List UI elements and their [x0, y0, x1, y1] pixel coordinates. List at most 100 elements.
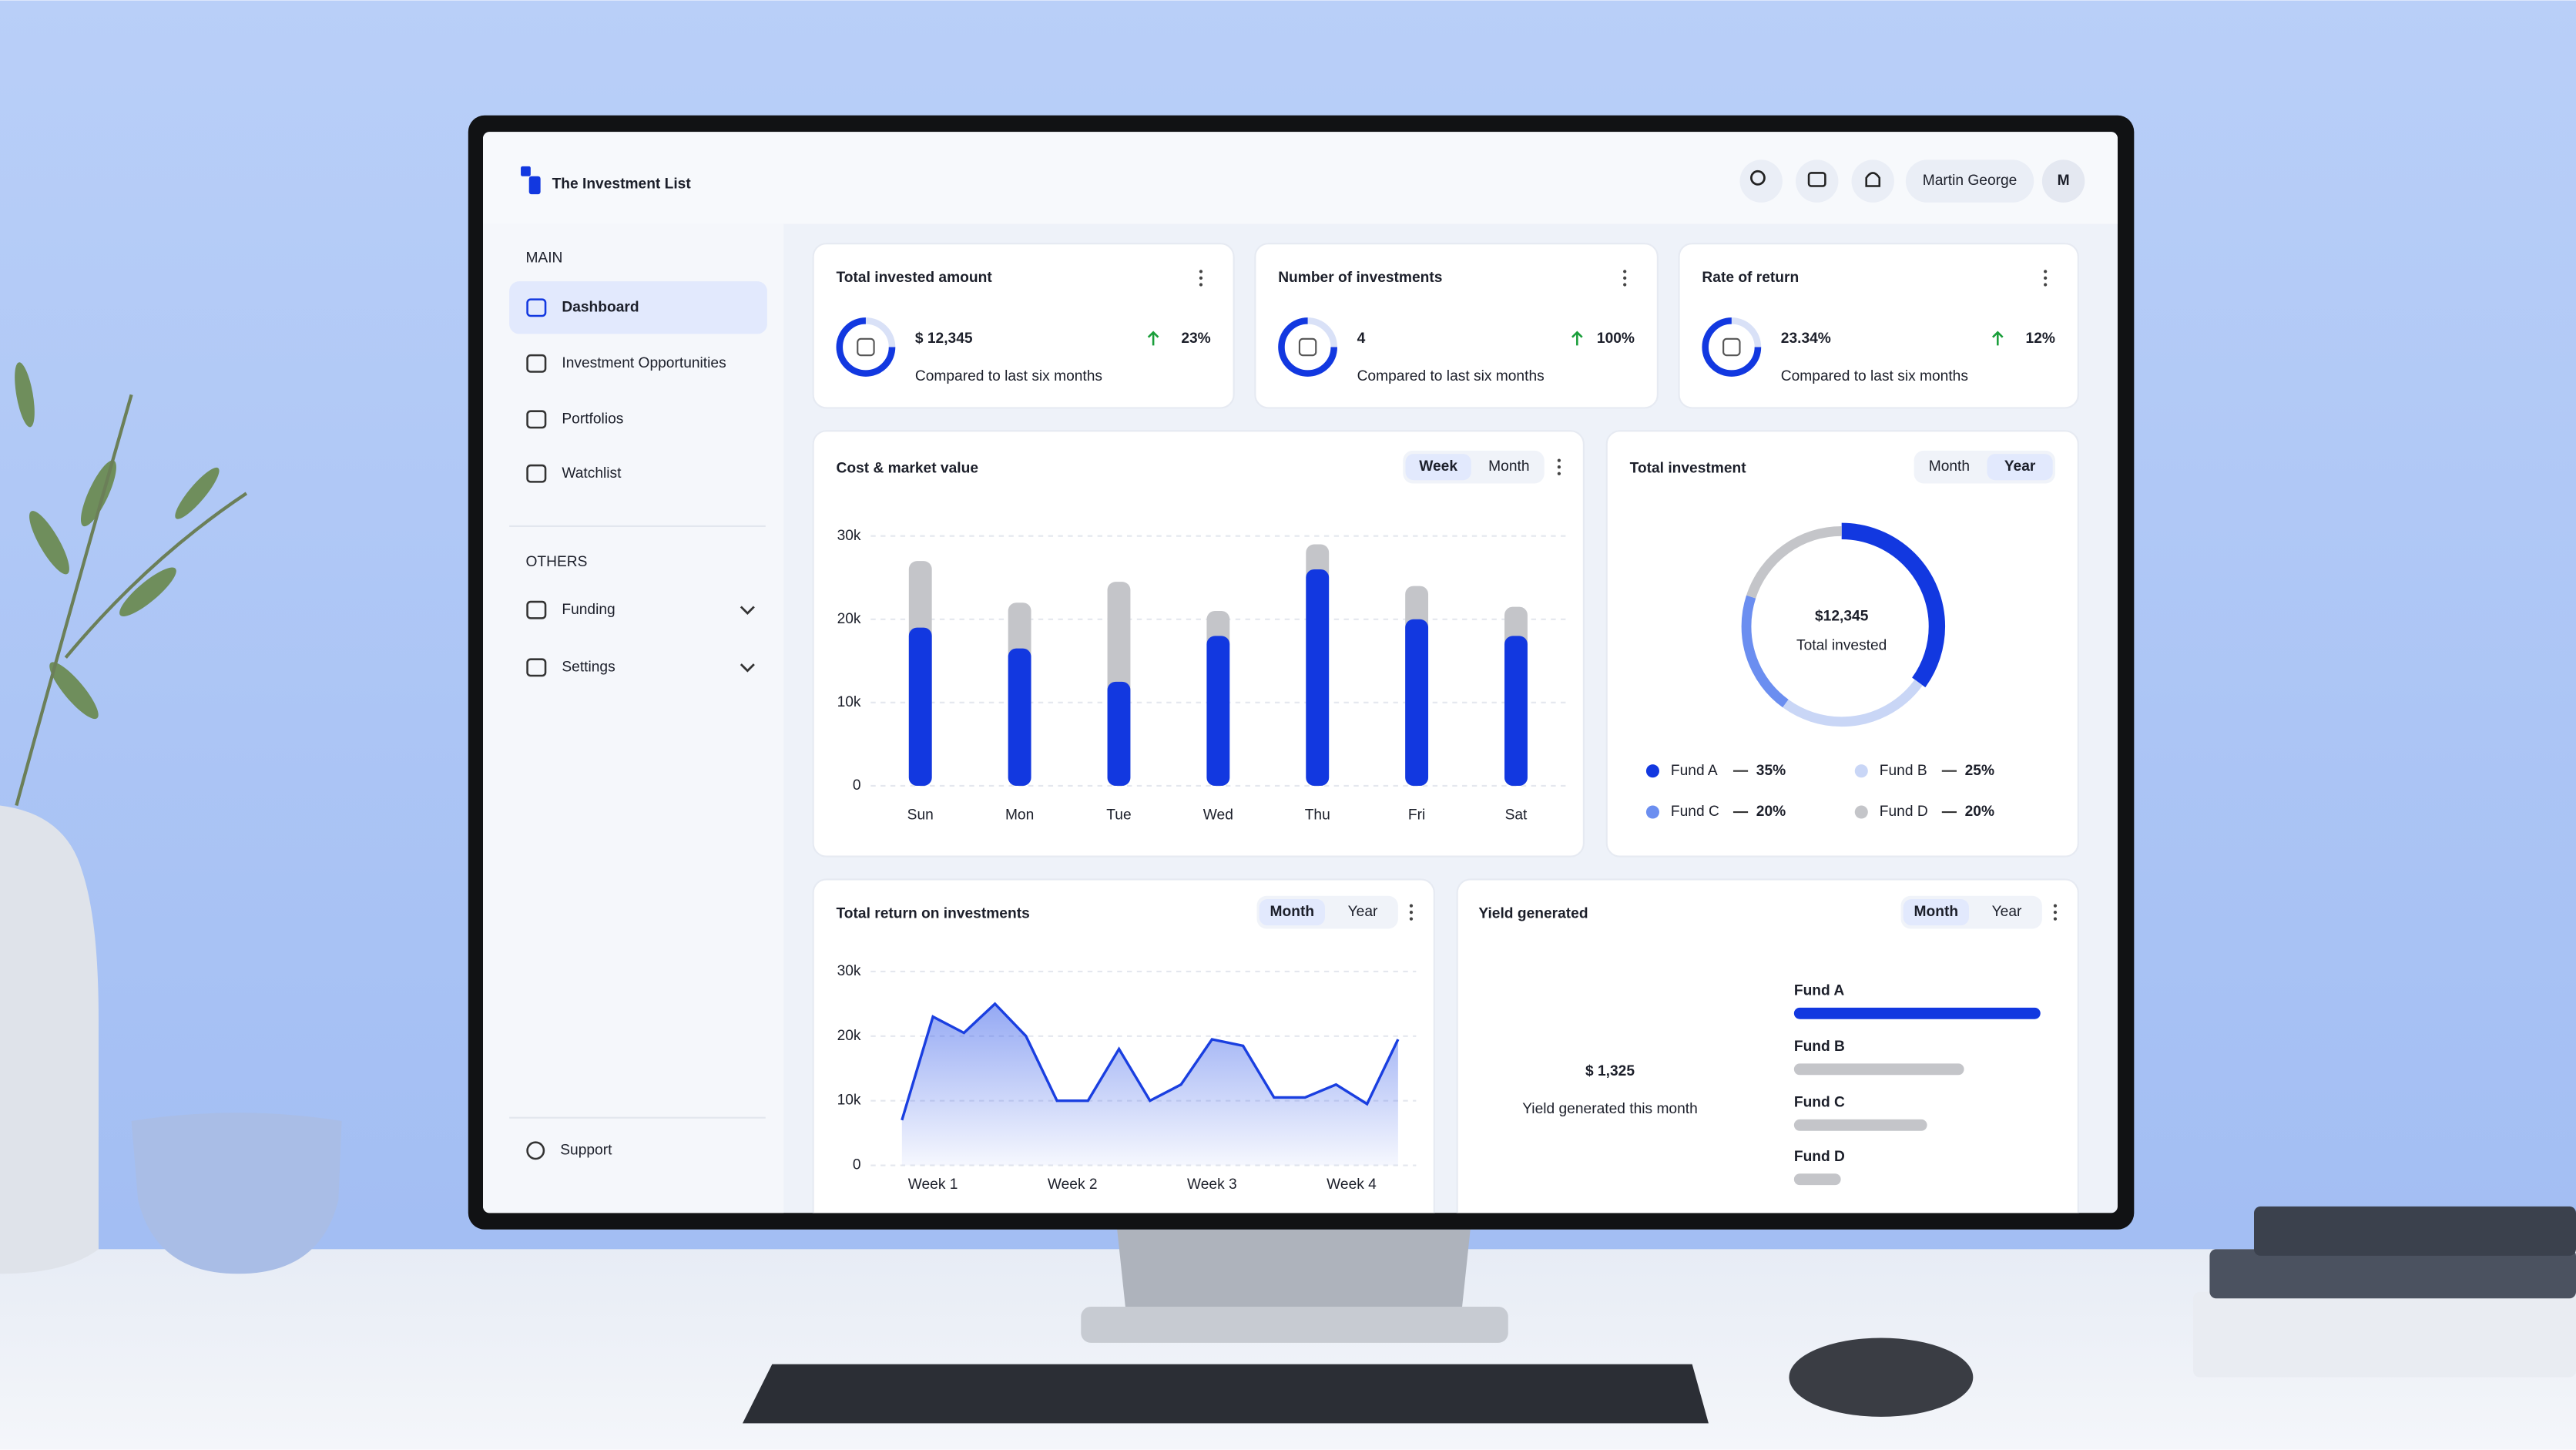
menu-dot: [1557, 465, 1561, 469]
stat-note: Compared to last six months: [1357, 368, 1545, 384]
bar-label: Fund A: [1794, 983, 1845, 999]
legend-value: 25%: [1965, 763, 1994, 779]
stem: [15, 394, 248, 807]
card: [1678, 243, 2079, 409]
plant: [15, 362, 248, 807]
leaf: [15, 362, 35, 428]
tab[interactable]: Week: [1419, 458, 1457, 475]
legend-label: Fund C: [1671, 804, 1719, 820]
nav-item[interactable]: Support: [560, 1142, 612, 1158]
nav-icon: [526, 1141, 545, 1160]
card-title: Total invested amount: [837, 270, 993, 286]
x-tick-label: Week 2: [1048, 1176, 1098, 1193]
legend-value: 35%: [1756, 763, 1786, 779]
nav-item[interactable]: Investment Opportunities: [562, 355, 726, 371]
y-tick-label: 20k: [837, 1028, 861, 1044]
y-tick-label: 0: [853, 777, 861, 794]
ring-icon: [1722, 337, 1741, 357]
tab[interactable]: Month: [1929, 458, 1970, 475]
x-tick-label: Week 1: [908, 1176, 958, 1193]
y-tick-label: 30k: [837, 963, 861, 979]
card: [1254, 243, 1659, 409]
messages-button[interactable]: [1795, 159, 1839, 203]
tab[interactable]: Year: [1348, 904, 1378, 920]
bar: [1793, 1173, 1841, 1186]
menu-dot: [2053, 904, 2058, 908]
y-tick-label: 10k: [837, 694, 861, 710]
logo: [528, 176, 541, 195]
nav-item[interactable]: Portfolios: [562, 411, 623, 427]
menu-dot: [2044, 276, 2048, 280]
card: [812, 243, 1235, 409]
legend-dot: [1645, 805, 1659, 819]
bar-label: Fund B: [1794, 1039, 1845, 1055]
legend-label: Fund B: [1880, 763, 1927, 779]
menu-dot: [1199, 270, 1203, 274]
bar: [1504, 636, 1528, 786]
yield-total-label: Yield generated this month: [1522, 1101, 1698, 1117]
tab[interactable]: Month: [1270, 904, 1315, 920]
tab-active: [1259, 899, 1325, 926]
bar-label: Fund D: [1794, 1149, 1845, 1165]
leaf: [49, 662, 99, 720]
menu-dot: [1409, 904, 1414, 908]
notifications-button[interactable]: [1851, 159, 1894, 203]
nav-icon: [526, 410, 547, 429]
bar: [1206, 636, 1230, 786]
stat-value: 23.34%: [1781, 331, 1831, 347]
avatar[interactable]: [2041, 159, 2085, 203]
monitor-base: [1081, 1306, 1508, 1343]
x-tick-label: Wed: [1203, 807, 1233, 823]
stat-value: 4: [1357, 331, 1366, 347]
menu-dot: [1199, 276, 1203, 280]
search-button[interactable]: [1739, 159, 1783, 203]
nav-icon: [526, 298, 547, 317]
nav-item[interactable]: Watchlist: [562, 465, 622, 482]
tab-active: [1405, 454, 1471, 481]
card: [812, 430, 1585, 858]
tab[interactable]: Month: [1488, 458, 1529, 475]
bar: [1107, 681, 1131, 786]
menu-dot: [2044, 283, 2048, 287]
user-initial: M: [2058, 173, 2070, 189]
nav-item[interactable]: Settings: [562, 659, 615, 675]
tab[interactable]: Month: [1914, 904, 1959, 920]
bar: [1306, 569, 1330, 786]
donut-segment: [1741, 525, 1942, 727]
nav-item[interactable]: Dashboard: [562, 299, 639, 315]
stat-change: 12%: [2026, 331, 2055, 347]
x-tick-label: Tue: [1106, 807, 1131, 823]
up-arrow: [1571, 331, 1583, 346]
donut-segment: [1741, 525, 1942, 727]
nav-icon: [526, 658, 547, 677]
nav-active: [509, 281, 767, 334]
menu-dot: [1557, 458, 1561, 462]
app-title: The Investment List: [552, 176, 692, 192]
tab[interactable]: Year: [1992, 904, 2022, 920]
books: [2193, 1206, 2576, 1378]
area-fill: [901, 1003, 1398, 1166]
nav-icon: [526, 464, 547, 483]
user-button[interactable]: [1905, 159, 2034, 203]
x-tick-label: Week 3: [1187, 1176, 1237, 1193]
legend-label: Fund A: [1671, 763, 1718, 779]
stat-value: $ 12,345: [915, 331, 973, 347]
stat-change: 100%: [1597, 331, 1635, 347]
ring-arc: [1702, 317, 1762, 377]
tab[interactable]: Year: [2004, 458, 2036, 475]
menu-dot: [1623, 283, 1627, 287]
user-name[interactable]: Martin George: [1923, 173, 2018, 189]
x-tick-label: Sat: [1505, 807, 1528, 823]
yield-total: $ 1,325: [1585, 1063, 1635, 1079]
chevron: [740, 663, 755, 673]
y-tick-label: 20k: [837, 611, 861, 627]
nav-icon: [526, 600, 547, 619]
screen: The Investment List Martin George M MAIN Das…: [483, 132, 2118, 1213]
bar: [1405, 619, 1429, 786]
nav-item[interactable]: Funding: [562, 602, 615, 618]
section-label: OTHERS: [525, 554, 587, 570]
book: [2193, 1291, 2576, 1378]
x-tick-label: Thu: [1305, 807, 1330, 823]
legend-dot: [1854, 805, 1868, 819]
menu-dot: [1409, 910, 1414, 915]
